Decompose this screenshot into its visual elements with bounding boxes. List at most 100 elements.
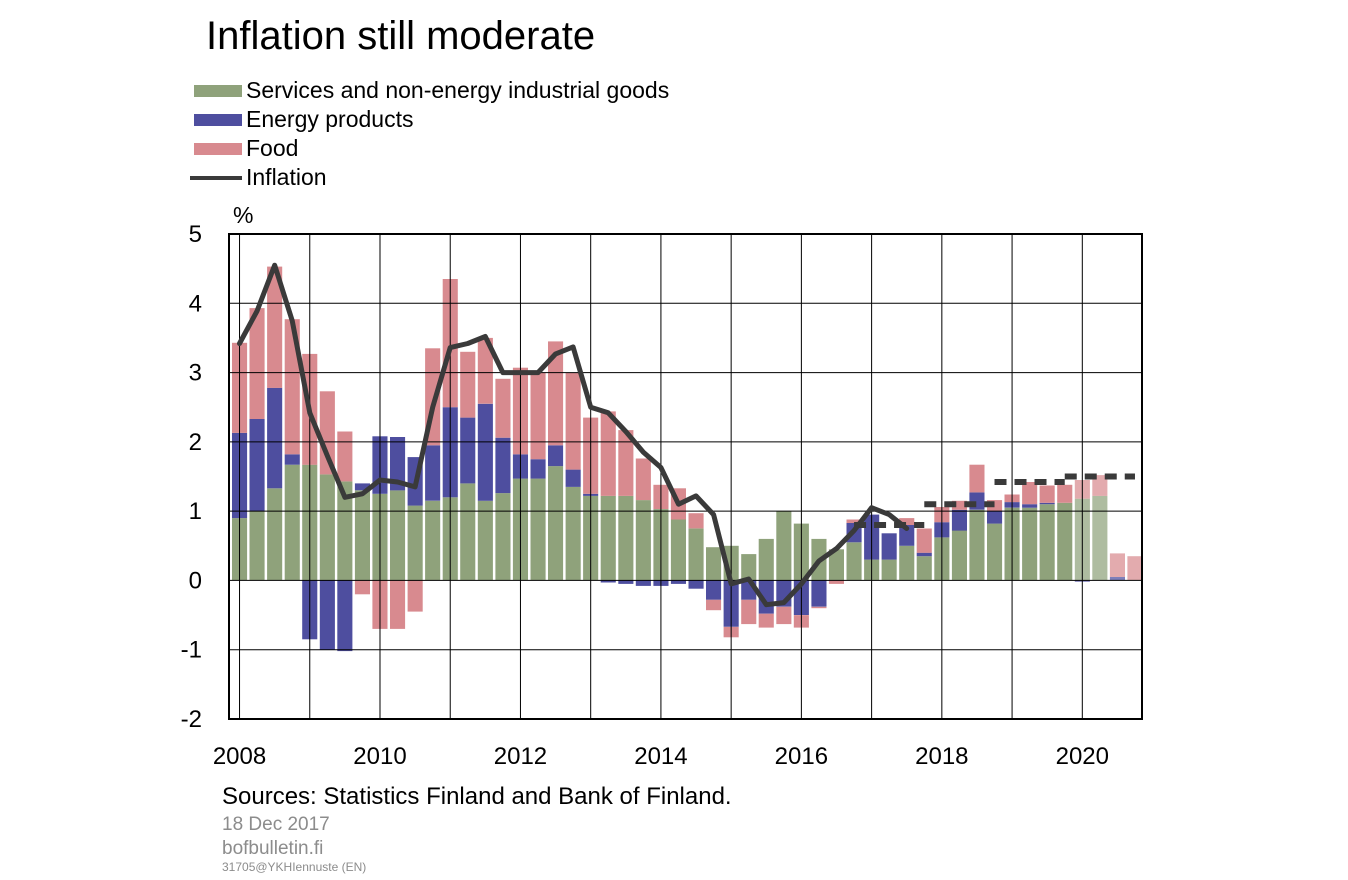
bar-services (354, 490, 370, 581)
y-tick-label: -2 (181, 706, 202, 733)
bar-food (354, 580, 370, 595)
bar-services (758, 538, 774, 581)
bar-food (337, 431, 353, 482)
bar-food (390, 580, 406, 629)
legend-item-inflation: Inflation (190, 163, 669, 192)
x-tick-label: 2008 (213, 743, 266, 770)
bar-food (1127, 556, 1143, 581)
x-tick-label: 2020 (1056, 743, 1109, 770)
y-tick-label: -1 (181, 637, 202, 664)
legend-item-energy: Energy products (190, 105, 669, 134)
y-tick-label: 1 (189, 498, 202, 525)
y-tick-label: 2 (189, 429, 202, 456)
bar-food (758, 613, 774, 628)
bar-services (1039, 504, 1055, 581)
legend-line-inflation (190, 176, 242, 180)
bar-food (635, 458, 651, 501)
bar-food (600, 411, 616, 496)
bar-energy (811, 580, 827, 607)
bar-food (899, 518, 915, 525)
bar-food (1057, 484, 1073, 503)
bar-services (600, 495, 616, 581)
bar-services (1022, 507, 1038, 581)
legend-label-food: Food (246, 135, 299, 161)
bar-services (319, 474, 335, 581)
bar-energy (899, 525, 915, 546)
plot-frame (228, 233, 1143, 720)
legend-swatch-food (194, 143, 242, 155)
bar-food (951, 500, 967, 510)
bar-services (548, 466, 564, 581)
tick-labels-layer: 5 4 3 2 1 0 -1 -2 2008 2010 2012 2014 2016 2018 2020 (181, 221, 1109, 770)
bar-energy (951, 509, 967, 531)
bar-energy (881, 533, 897, 560)
bar-energy (548, 445, 564, 467)
bar-energy (477, 403, 493, 501)
bar-food (249, 308, 265, 419)
bar-food (846, 519, 862, 523)
bar-services (249, 511, 265, 581)
bar-food (828, 580, 844, 584)
source-note: Sources: Statistics Finland and Bank of … (222, 783, 732, 810)
bar-services (460, 483, 476, 581)
bar-food (688, 513, 704, 529)
bar-services (477, 500, 493, 581)
bar-energy (916, 552, 932, 557)
x-tick-label: 2016 (775, 743, 828, 770)
x-tick-label: 2014 (634, 743, 687, 770)
legend-item-services: Services and non-energy industrial goods (190, 76, 669, 105)
bar-food (1039, 485, 1055, 503)
bar-energy (670, 580, 686, 584)
bar-food (407, 580, 423, 612)
bar-food (460, 351, 476, 418)
y-tick-label: 4 (189, 290, 202, 317)
bar-services (337, 481, 353, 581)
legend-swatch-services (194, 85, 242, 97)
bar-services (776, 511, 792, 581)
bar-services (899, 545, 915, 581)
bar-food (548, 341, 564, 446)
bar-services (828, 549, 844, 581)
bar-energy (354, 483, 370, 491)
bar-food (1109, 553, 1125, 577)
legend-label-inflation: Inflation (246, 164, 327, 190)
bar-energy (600, 580, 616, 583)
y-tick-label: 5 (189, 221, 202, 248)
y-axis-label: % (233, 202, 253, 228)
bar-energy (425, 445, 441, 501)
site-link[interactable]: bofbulletin.fi (222, 838, 324, 859)
bar-services (706, 547, 722, 581)
bar-services (618, 495, 634, 581)
bar-services (987, 523, 1003, 581)
bar-energy (495, 437, 511, 494)
grid-layer (229, 233, 1142, 720)
bar-energy (319, 580, 335, 650)
bar-food (776, 606, 792, 625)
y-tick-label: 3 (189, 360, 202, 387)
bar-food (916, 528, 932, 553)
legend: Services and non-energy industrial goods… (190, 76, 669, 192)
bar-energy (706, 580, 722, 600)
publish-date: 18 Dec 2017 (222, 814, 330, 835)
bar-energy (530, 459, 546, 479)
x-tick-label: 2012 (494, 743, 547, 770)
legend-swatch-energy (194, 114, 242, 126)
legend-item-food: Food (190, 134, 669, 163)
bars-layer (232, 266, 1143, 652)
bar-services (846, 542, 862, 581)
bar-services (635, 500, 651, 581)
lines-layer (237, 262, 1135, 608)
bar-services (495, 493, 511, 581)
x-tick-label: 2018 (915, 743, 968, 770)
bar-services (916, 556, 932, 581)
inflation-line (237, 262, 910, 608)
bar-energy (635, 580, 651, 586)
bar-services (267, 488, 283, 581)
bar-energy (1039, 502, 1055, 505)
bar-energy (1022, 504, 1038, 508)
x-tick-label: 2010 (353, 743, 406, 770)
bar-food (1022, 482, 1038, 505)
y-tick-label: 0 (189, 567, 202, 594)
bar-services (969, 509, 985, 581)
bar-energy (1109, 577, 1125, 581)
